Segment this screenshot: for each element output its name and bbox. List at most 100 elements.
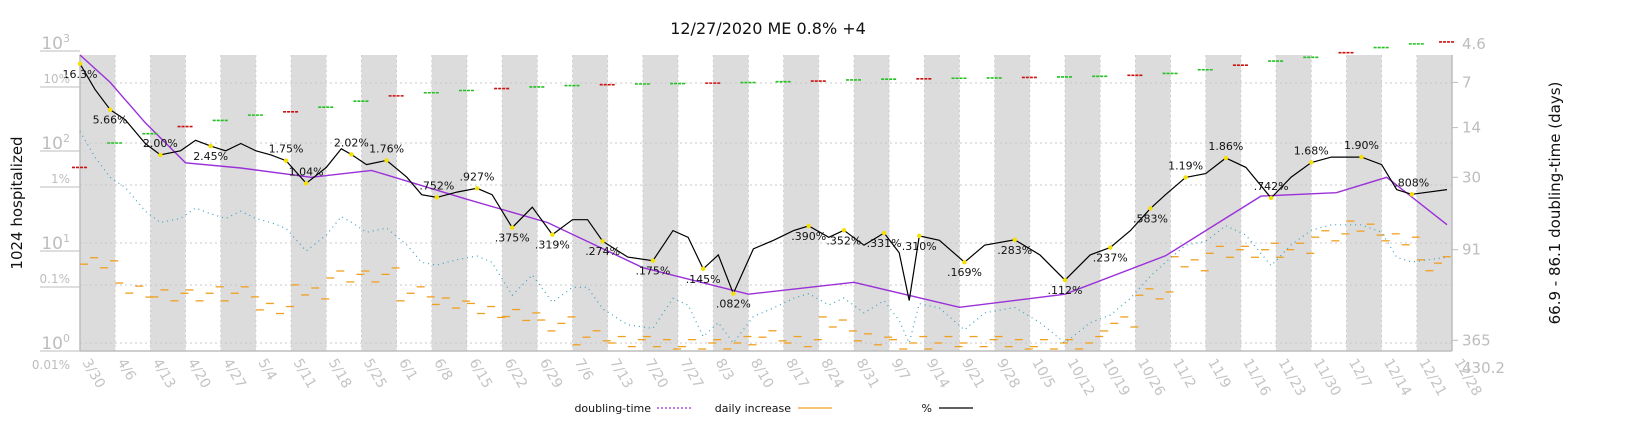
percent-label: .237% (1093, 252, 1128, 265)
percent-label: .175% (635, 265, 670, 278)
week-band (1065, 55, 1101, 351)
y-left-percent-tick-label: 0.1% (40, 272, 71, 286)
percent-label: .927% (460, 170, 495, 183)
percent-label: .390% (791, 230, 826, 243)
percent-point (881, 230, 887, 236)
percent-label: .331% (867, 237, 902, 250)
percent-point (1183, 175, 1188, 180)
y-left-tick-label: 100 (41, 332, 70, 354)
y-right-tick-label: 91 (1462, 241, 1481, 259)
week-band (150, 55, 186, 351)
legend-doubling: doubling-time (574, 402, 651, 415)
percent-label: 1.75% (269, 143, 304, 156)
week-band (361, 55, 397, 351)
percent-label: .274% (585, 245, 620, 258)
week-band (220, 55, 256, 351)
week-band (713, 55, 749, 351)
y-right-axis: 4.6 7 14 30 91 365 430.2 (1452, 35, 1505, 377)
percent-line (79, 63, 1448, 301)
percent-point (1309, 160, 1314, 165)
x-tick-label: 6/1 (395, 356, 420, 384)
percent-point (1359, 154, 1364, 160)
percent-label: .752% (419, 179, 454, 192)
percent-point (107, 107, 113, 112)
x-tick-label: 7/27 (677, 356, 707, 391)
percent-label: 2.00% (143, 137, 178, 150)
x-tick-label: 4/13 (149, 356, 179, 391)
x-tick-label: 8/17 (782, 356, 812, 391)
percent-series (79, 63, 1448, 301)
week-band (783, 55, 819, 351)
percent-label: .319% (535, 239, 570, 252)
x-tick-label: 10/26 (1134, 356, 1168, 399)
dotted-series (79, 131, 1448, 345)
percent-label: .352% (826, 234, 861, 247)
y-left-percent-tick-label: 1% (51, 172, 70, 186)
percent-point (731, 291, 736, 296)
x-tick-label: 4/27 (219, 356, 249, 391)
week-band (1135, 55, 1171, 351)
percent-point (1062, 277, 1068, 283)
percent-point (806, 223, 811, 229)
percent-point (650, 258, 656, 263)
y-right-tick-label: 7 (1462, 73, 1472, 91)
dotted-line (79, 131, 1448, 345)
y-left-tick-label: 102 (41, 132, 70, 154)
x-tick-label: 8/31 (852, 356, 882, 391)
y-left-percent-tick-label: 10% (43, 72, 70, 86)
legend: doubling-time daily increase % (574, 402, 973, 415)
x-tick-label: 12/14 (1380, 356, 1414, 399)
x-tick-label: 6/15 (466, 356, 496, 391)
x-tick-label: 6/8 (430, 356, 455, 384)
percent-label: .112% (1048, 284, 1083, 297)
percent-label: .808% (1394, 176, 1429, 189)
percent-point (1012, 237, 1017, 243)
percent-label: 1.86% (1208, 140, 1243, 153)
percent-point (917, 233, 922, 239)
x-tick-label: 4/6 (114, 356, 139, 384)
percent-point (384, 158, 389, 163)
percent-point (77, 61, 83, 66)
percent-point (1223, 155, 1229, 161)
percent-label: .169% (947, 266, 982, 279)
x-tick-label: 11/2 (1169, 356, 1199, 391)
x-tick-label: 5/11 (290, 356, 320, 391)
week-band (642, 55, 679, 351)
percent-point (283, 158, 289, 163)
percent-label: 16.3% (63, 68, 98, 81)
x-tick-label: 9/14 (923, 356, 953, 391)
x-tick-label: 5/18 (325, 356, 355, 391)
chart-title: 12/27/2020 ME 0.8% +4 (670, 19, 866, 38)
x-tick-label: 5/25 (360, 356, 390, 391)
x-tick-label: 6/29 (536, 356, 566, 391)
percent-label: 1.19% (1168, 159, 1203, 172)
x-tick-label: 9/21 (958, 356, 988, 391)
percent-label: .145% (686, 273, 721, 286)
percent-point (158, 152, 163, 158)
week-bands (80, 55, 1452, 351)
x-tick-label: 7/6 (571, 356, 596, 384)
percent-point (600, 239, 605, 244)
percent-labels: 16.3% 5.66% 2.00% 2.45% 1.75% 1.04% 2.02% 1.76%… (63, 61, 1429, 311)
x-tick-label: 8/3 (712, 356, 737, 384)
percent-label: .082% (716, 298, 751, 311)
y-left-tick-label: 101 (41, 232, 70, 254)
week-band (1346, 55, 1382, 351)
week-band (80, 55, 116, 351)
week-band (1416, 55, 1452, 351)
x-tick-label: 9/7 (888, 356, 913, 384)
x-tick-label: 8/24 (817, 356, 847, 391)
percent-label: 1.04% (289, 165, 324, 178)
x-tick-label: 9/28 (993, 356, 1023, 391)
x-tick-label: 11/23 (1275, 356, 1309, 399)
x-tick-label: 4/20 (184, 356, 214, 391)
y-right-tick-label: 430.2 (1462, 359, 1505, 377)
week-band (853, 55, 890, 351)
percent-point (1268, 195, 1274, 201)
percent-point (303, 181, 309, 186)
percent-label: 2.02% (334, 136, 369, 149)
week-band (994, 55, 1030, 351)
week-band (1276, 55, 1312, 351)
percent-point (550, 232, 555, 237)
